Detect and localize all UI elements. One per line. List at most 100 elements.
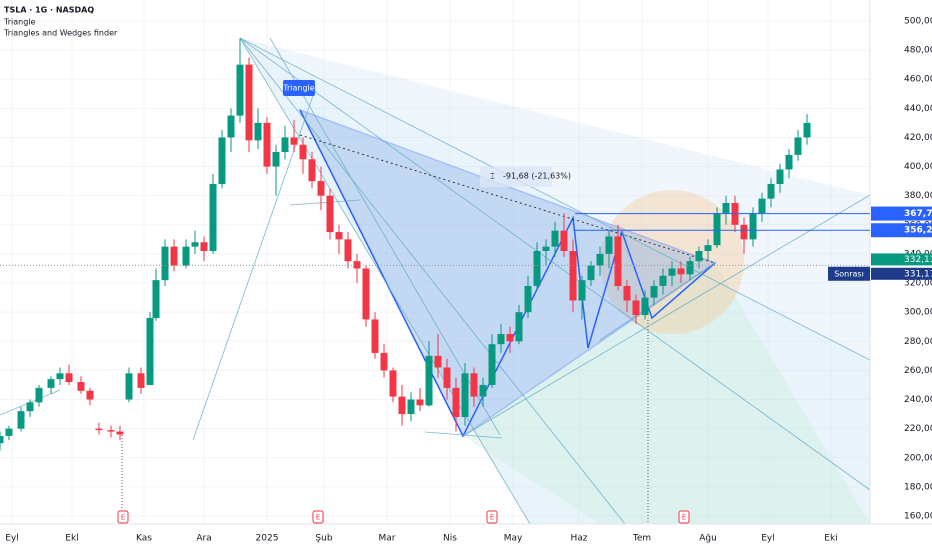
candle-body <box>170 246 178 266</box>
x-tick-label: Şub <box>315 534 332 544</box>
post-market-badge <box>871 267 932 280</box>
candle-body <box>5 428 13 436</box>
candle-body <box>47 379 55 388</box>
candle-body <box>263 122 271 167</box>
measure-icon: ⌶ <box>490 172 495 181</box>
grid <box>0 0 870 524</box>
fan-area <box>240 38 870 524</box>
candle-body <box>161 246 169 281</box>
candle-body <box>56 373 64 380</box>
x-tick-label: Kas <box>136 534 152 544</box>
candle-body <box>713 213 721 246</box>
candle-body <box>497 333 505 345</box>
y-tick-label: 440,00 <box>904 104 932 114</box>
candle-body <box>560 230 568 252</box>
drawings: Triangle ⌶ -91,68 (-21,63%) <box>0 37 871 525</box>
indicator-name: Triangles and Wedges finder <box>3 29 118 38</box>
candle-body <box>542 246 550 252</box>
candle-body <box>695 251 703 262</box>
candle-body <box>182 246 190 266</box>
candle-body <box>722 202 730 214</box>
candle-body <box>758 198 766 214</box>
candle-body <box>794 137 802 155</box>
candle-body <box>767 184 775 199</box>
y-tick-label: 200,00 <box>904 453 932 463</box>
candle-body <box>77 382 85 391</box>
candle-body <box>578 280 586 301</box>
y-tick-label: 380,00 <box>904 191 932 201</box>
candle-body <box>740 224 748 240</box>
fan-line <box>462 194 871 437</box>
candle-body <box>362 268 370 320</box>
candle-body <box>659 275 667 286</box>
candle-body <box>380 352 388 371</box>
candle-body <box>623 285 631 301</box>
candle-body <box>650 285 658 298</box>
y-tick-label: 180,00 <box>904 482 932 492</box>
x-tick-label: Ekl <box>65 534 78 544</box>
event-label: E <box>682 514 686 522</box>
candle-body <box>533 251 541 286</box>
fan-line <box>239 37 871 491</box>
candle-body <box>443 367 451 388</box>
candle-body <box>506 333 514 342</box>
event-label: E <box>490 514 494 522</box>
candle-body <box>299 144 307 160</box>
candle-body <box>596 253 604 266</box>
x-tick-label: Eyl <box>5 534 19 544</box>
candle-body <box>191 242 199 247</box>
y-tick-label: 160,00 <box>904 511 932 521</box>
candle-body <box>218 137 226 185</box>
x-tick-label: Mar <box>379 534 396 544</box>
candles <box>0 38 811 451</box>
candle-body <box>116 431 124 435</box>
candle-body <box>317 181 325 196</box>
x-tick-label: Nis <box>443 534 457 544</box>
x-tick-label: 2025 <box>256 534 279 544</box>
candle-body <box>389 370 397 397</box>
candle-body <box>125 373 133 400</box>
y-tick-label: 260,00 <box>904 366 932 376</box>
candle-body <box>137 373 145 388</box>
candle-body <box>227 115 235 138</box>
candle-body <box>17 411 25 429</box>
candle-body <box>434 355 442 368</box>
y-tick-label: 400,00 <box>904 162 932 172</box>
candle-body <box>605 236 613 254</box>
candle-body <box>515 312 523 342</box>
candle-body <box>0 435 4 444</box>
price-badge-label: 332,11 <box>904 255 932 265</box>
candle-body <box>488 344 496 385</box>
candle-body <box>632 300 640 316</box>
candle-body <box>35 387 43 403</box>
candle-body <box>95 428 103 431</box>
candle-body <box>668 268 676 276</box>
candle-body <box>326 195 334 233</box>
x-tick-label: Tem <box>632 534 651 544</box>
y-tick-label: 320,00 <box>904 279 932 289</box>
x-tick-label: May <box>504 534 523 544</box>
candle-body <box>803 122 811 138</box>
candle-body <box>152 280 160 318</box>
candle-body <box>452 387 460 417</box>
fan-line <box>289 199 361 206</box>
candle-body <box>353 261 361 269</box>
candle-body <box>461 373 469 417</box>
candle-body <box>254 122 262 141</box>
y-tick-label: 480,00 <box>904 46 932 56</box>
event-marker <box>312 510 324 524</box>
candle-body <box>335 232 343 240</box>
candle-body <box>107 430 115 432</box>
y-tick-label: 420,00 <box>904 133 932 143</box>
candle-body <box>344 239 352 262</box>
y-tick-label: 240,00 <box>904 395 932 405</box>
candle-body <box>524 285 532 313</box>
post-market-name: Sonrası <box>834 269 864 278</box>
dotted-line <box>299 134 716 264</box>
candle-body <box>65 373 73 383</box>
candle-body <box>569 251 577 301</box>
x-tick-label: Ara <box>196 534 211 544</box>
fan-line <box>239 37 871 361</box>
